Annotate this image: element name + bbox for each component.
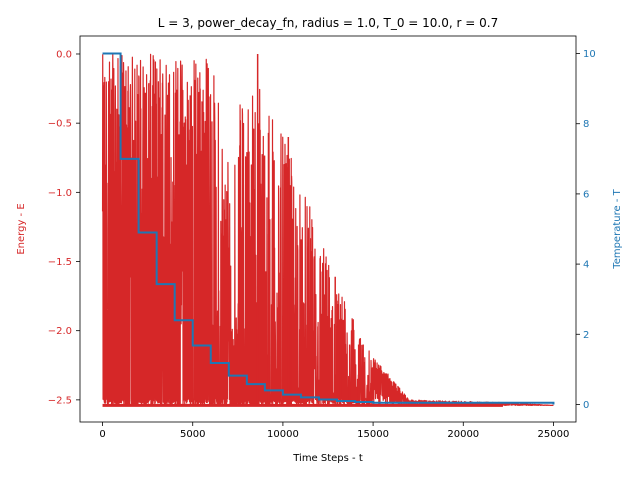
left-y-axis: 0.0 −0.5 −1.0 −1.5 −2.0 −2.5 [48,49,80,406]
left-y-tick-label: −0.5 [48,119,72,130]
left-y-tick-label: 0.0 [56,49,72,60]
x-axis: 0 5000 10000 15000 20000 25000 [99,422,569,440]
right-y-tick-label: 2 [583,330,589,341]
right-y-tick-label: 10 [583,49,596,60]
left-y-tick-label: −1.5 [48,257,72,268]
plot-frame [79,35,577,423]
chart-title: L = 3, power_decay_fn, radius = 1.0, T_0… [158,16,498,30]
temperature-series [102,52,555,405]
left-y-axis-label: Energy - E [16,203,27,254]
right-y-tick-label: 0 [583,400,589,411]
right-y-tick-label: 4 [583,260,589,271]
temperature-step-line [102,52,555,405]
left-y-tick-label: −1.0 [48,188,72,199]
right-y-axis-label: Temperature - T [612,188,623,269]
x-tick-label: 15000 [357,429,389,440]
left-y-tick-label: −2.0 [48,326,72,337]
x-tick-label: 10000 [267,429,299,440]
x-axis-label: Time Steps - t [292,453,363,464]
left-y-tick-label: −2.5 [48,395,72,406]
x-tick-label: 0 [99,429,105,440]
right-y-tick-label: 8 [583,119,589,130]
x-tick-label: 5000 [180,429,205,440]
x-tick-label: 20000 [447,429,479,440]
right-y-tick-label: 6 [583,189,589,200]
x-tick-label: 25000 [538,429,570,440]
right-y-axis: 0 2 4 6 8 10 [576,49,596,411]
